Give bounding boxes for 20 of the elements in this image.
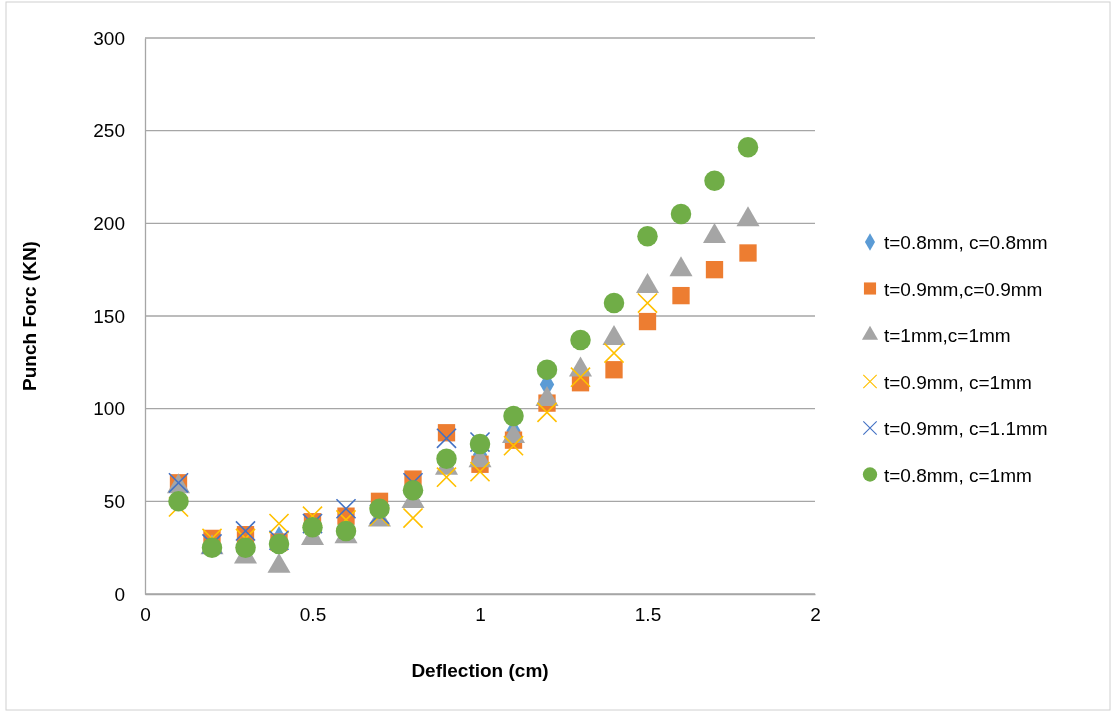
legend-label: t=1mm,c=1mm: [884, 325, 1011, 346]
y-tick-label: 300: [93, 27, 125, 49]
x-tick-label: 0.5: [299, 604, 327, 626]
y-tick-label: 200: [93, 212, 125, 234]
y-tick-label: 0: [114, 583, 125, 605]
y-tick-label: 250: [93, 120, 125, 142]
y-axis-title: Punch Forc (KN): [19, 241, 40, 391]
legend-label: t=0.9mm, c=1mm: [884, 371, 1032, 393]
legend-label: t=0.8mm, c=0.8mm: [884, 232, 1048, 253]
x-axis-title: Deflection (cm): [411, 660, 549, 681]
legend-label: t=0.9mm, c=1.1mm: [884, 418, 1048, 439]
legend-label: t=0.8mm, c=1mm: [884, 464, 1032, 486]
legend-label: t=0.9mm,c=0.9mm: [884, 278, 1043, 300]
y-tick-label: 50: [103, 490, 125, 512]
y-tick-label: 150: [93, 305, 125, 327]
x-tick-label: 0: [140, 604, 151, 626]
x-tick-label: 1: [475, 604, 486, 626]
x-tick-label: 1.5: [634, 604, 662, 626]
x-tick-label: 2: [810, 604, 821, 626]
y-tick-label: 100: [93, 398, 125, 420]
